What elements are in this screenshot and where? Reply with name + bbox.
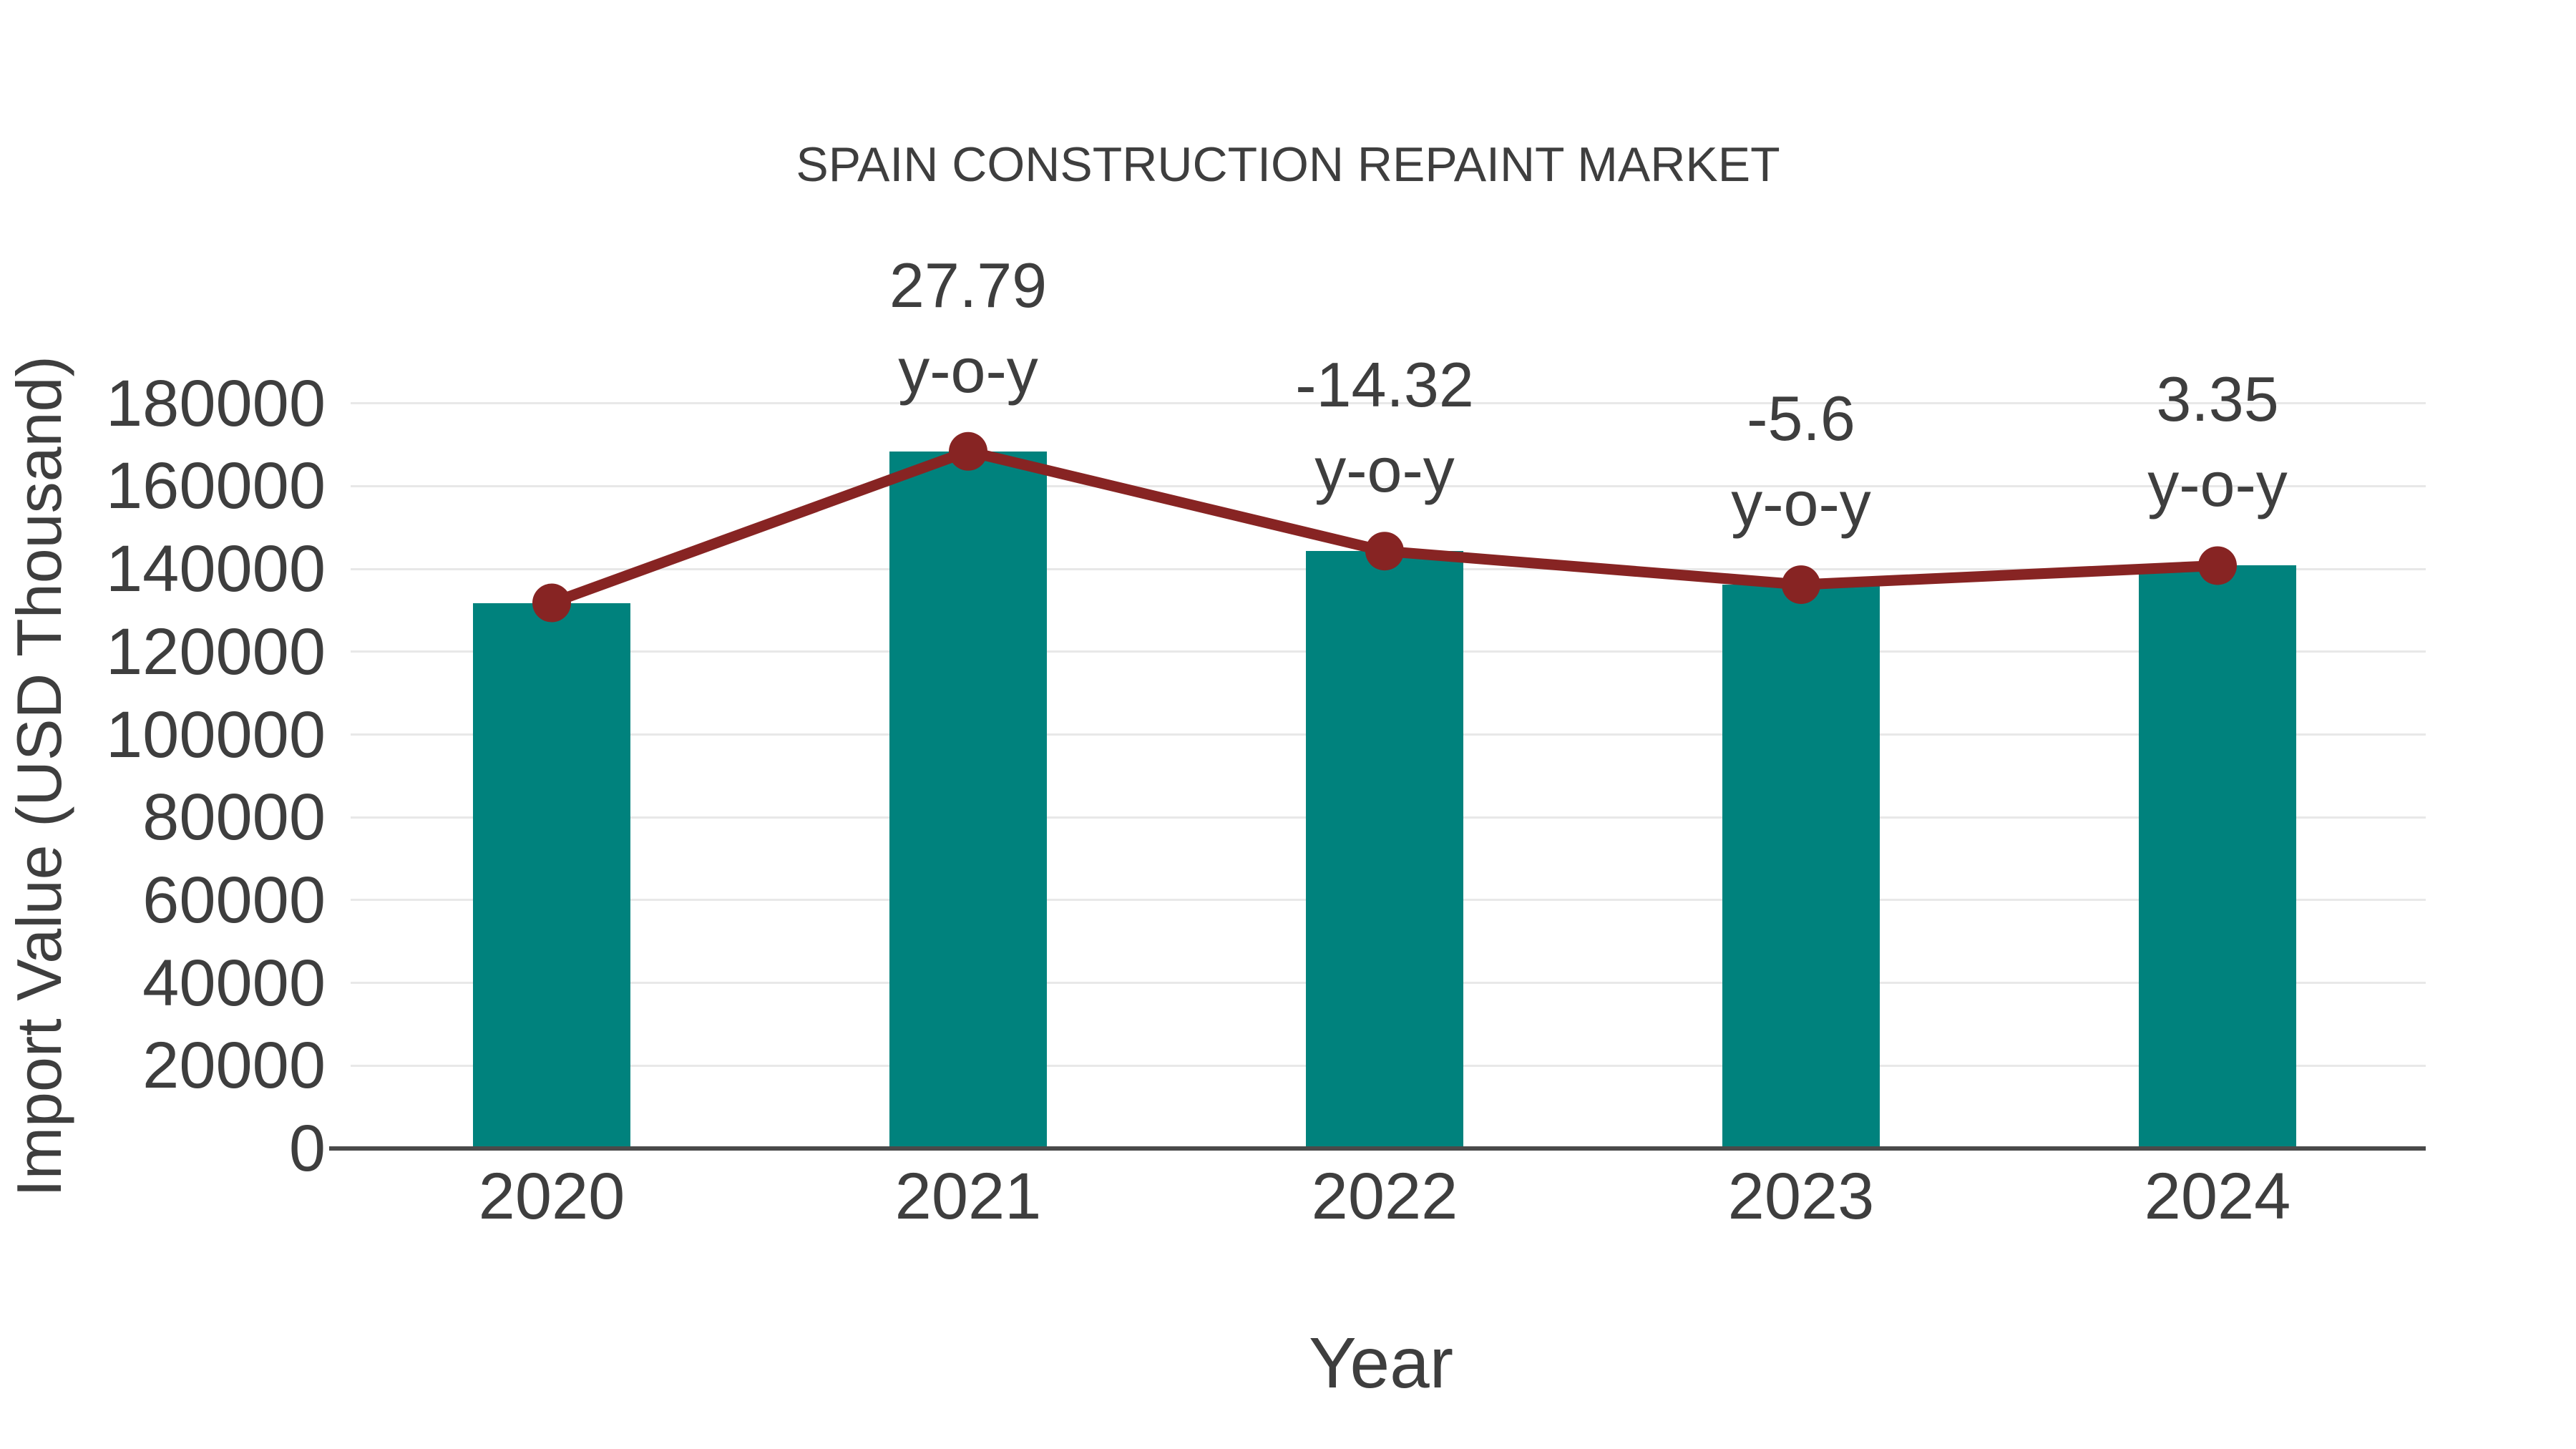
yoy-label-2022: y-o-y — [1314, 434, 1455, 506]
marker-2020 — [532, 583, 571, 623]
yoy-label-2024: y-o-y — [2147, 449, 2288, 520]
yoy-label-2023: y-o-y — [1731, 468, 1871, 540]
bar-2023 — [1722, 585, 1880, 1148]
gridline-180000 — [351, 402, 2426, 405]
chart-title: SPAIN CONSTRUCTION REPAINT MARKET — [796, 137, 1780, 192]
x-tick-2021: 2021 — [894, 1160, 1042, 1233]
y-tick-120000: 120000 — [106, 615, 326, 688]
yoy-label-2021: y-o-y — [898, 334, 1038, 406]
marker-2023 — [1782, 565, 1820, 605]
gridline-160000 — [351, 484, 2426, 487]
x-tick-2022: 2022 — [1311, 1160, 1458, 1233]
bar-2024 — [2139, 565, 2296, 1148]
yoy-value-2021: 27.79 — [889, 249, 1048, 321]
x-tick-2020: 2020 — [478, 1160, 625, 1233]
y-tick-60000: 60000 — [142, 863, 326, 937]
x-axis-line — [329, 1146, 2426, 1151]
marker-2021 — [949, 431, 987, 471]
yoy-value-2024: 3.35 — [2156, 364, 2279, 435]
x-tick-2023: 2023 — [1727, 1160, 1875, 1233]
marker-2022 — [1365, 532, 1404, 571]
bar-2022 — [1306, 551, 1463, 1148]
x-tick-2024: 2024 — [2144, 1160, 2291, 1233]
y-tick-0: 0 — [288, 1112, 326, 1185]
y-tick-100000: 100000 — [106, 698, 326, 771]
y-tick-180000: 180000 — [106, 366, 326, 440]
marker-2024 — [2198, 546, 2237, 585]
y-tick-40000: 40000 — [142, 946, 326, 1020]
yoy-value-2022: -14.32 — [1295, 349, 1474, 421]
x-axis-title: Year — [1308, 1323, 1454, 1403]
yoy-value-2023: -5.6 — [1747, 383, 1855, 454]
y-tick-80000: 80000 — [142, 781, 326, 854]
y-tick-160000: 160000 — [106, 449, 326, 523]
y-tick-140000: 140000 — [106, 532, 326, 606]
bar-2021 — [889, 451, 1047, 1148]
bar-2020 — [473, 602, 630, 1148]
y-tick-20000: 20000 — [142, 1029, 326, 1103]
